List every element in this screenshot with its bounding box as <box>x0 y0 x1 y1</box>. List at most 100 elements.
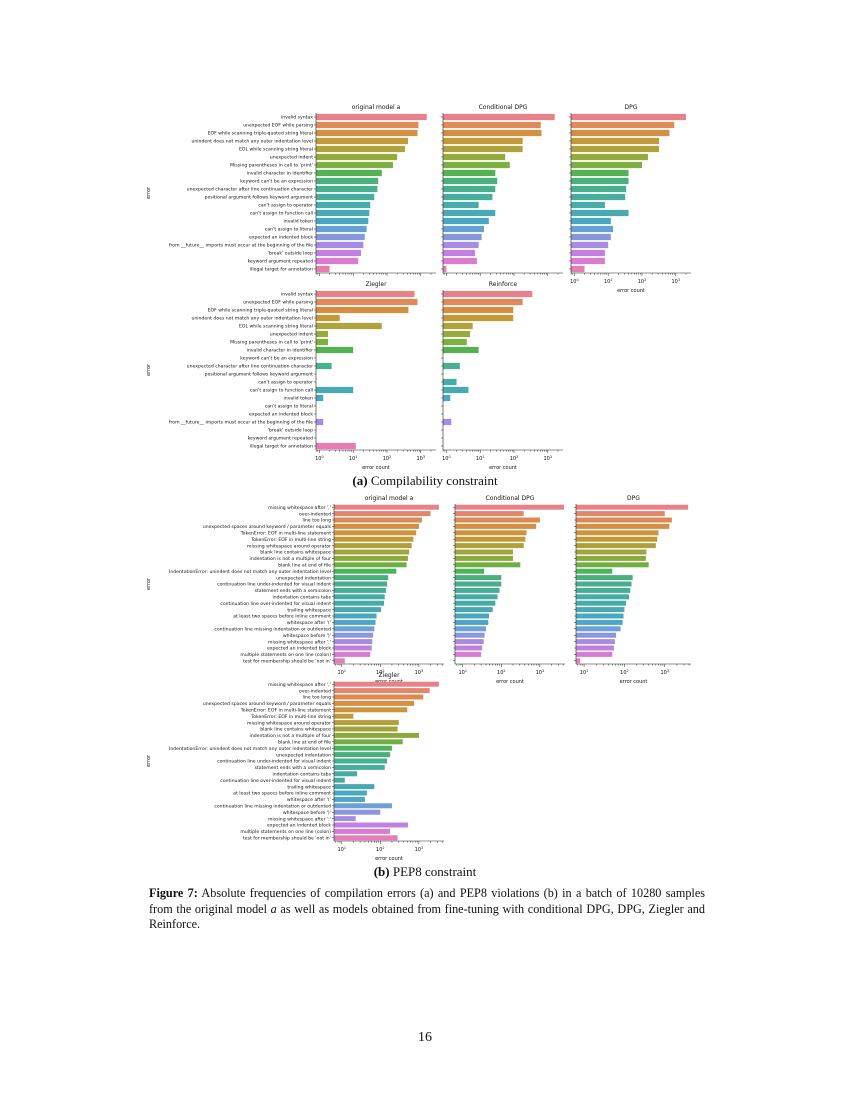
a-category-label: unindent does not match any outer indent… <box>191 316 313 322</box>
b-bar <box>455 619 489 625</box>
a-bar <box>443 169 496 177</box>
a-category-label: unexpected EOF while parsing <box>243 123 313 129</box>
b-category-label: missing whitespace after ':' <box>268 816 331 822</box>
a-category-label: keyword argument repeated <box>248 436 314 442</box>
b-x-tick-label: 102 <box>497 669 506 676</box>
a-category-label: from __future__ imports must occur at th… <box>169 420 313 426</box>
b-x-tick-label: 103 <box>536 669 545 676</box>
a-category-label: EOF while scanning triple-quoted string … <box>208 308 313 314</box>
a-bar <box>571 161 642 169</box>
b-bar <box>455 511 524 517</box>
b-category-label: line too long <box>302 695 331 701</box>
b-category-label: expected an indented block <box>267 823 331 829</box>
b-bar <box>576 523 670 529</box>
b-bar <box>455 632 485 638</box>
a-bar <box>316 290 415 298</box>
a-bar <box>443 418 452 426</box>
a-x-tick-label: 100 <box>442 455 451 462</box>
a-x-tick-exponent: 2 <box>644 278 646 282</box>
a-x-tick-label: 100 <box>315 455 324 462</box>
a-bar <box>443 314 514 322</box>
b-category-label: continuation line under-indented for vis… <box>217 582 331 588</box>
b-x-axis-title: error count <box>620 679 648 685</box>
a-bar <box>571 257 605 265</box>
a-category-label: can't assign to operator <box>258 203 313 209</box>
a-bar <box>316 338 329 346</box>
b-category-label: blank line contains whitespace <box>260 727 331 733</box>
b-bar <box>334 504 439 510</box>
a-category-label: unexpected character after line continua… <box>187 364 313 370</box>
b-bar <box>334 613 377 619</box>
a-x-tick-label: 103 <box>672 278 681 285</box>
b-bar <box>576 536 658 542</box>
b-bar <box>455 613 490 619</box>
a-bar <box>571 201 605 209</box>
b-bar <box>334 739 403 745</box>
b-bar <box>576 639 615 645</box>
a-x-axis-title: error count <box>617 288 645 294</box>
subcaption-b-label: (b) <box>373 864 390 879</box>
a-bar <box>316 249 361 257</box>
b-x-tick-label: 101 <box>458 669 467 676</box>
a-bar <box>316 169 382 177</box>
a-bar <box>571 217 611 225</box>
a-bar <box>443 306 514 314</box>
a-category-label: keyword can't be an expression <box>240 179 313 185</box>
a-category-label: can't assign to literal <box>265 227 313 233</box>
a-bar <box>316 161 393 169</box>
b-bar <box>334 658 345 664</box>
a-panel-3: Ziegler invalid syntax unexpected EOF whil… <box>146 281 436 471</box>
b-category-label: continuation line missing indentation or… <box>214 627 331 633</box>
a-y-axis-title: error <box>146 363 152 376</box>
b-x-tick-exponent: 1 <box>344 846 346 850</box>
a-category-label: unexpected indent <box>270 155 313 161</box>
a-x-tick-label: 102 <box>383 455 392 462</box>
b-category-label: whitespace after '(' <box>287 620 331 626</box>
b-bar <box>576 626 621 632</box>
a-bar <box>443 145 523 153</box>
b-bar <box>455 549 513 555</box>
b-bar <box>334 523 419 529</box>
b-x-tick-label: 102 <box>376 846 385 853</box>
b-category-label: missing whitespace after ',' <box>268 505 331 511</box>
b-category-label: test for membership should be 'not in' <box>243 659 331 665</box>
b-category-label: continuation line over-indented for visu… <box>220 778 331 784</box>
a-category-label: EOF while scanning triple-quoted string … <box>208 131 313 137</box>
a-bar <box>316 265 330 273</box>
b-category-label: at least two spaces before inline commen… <box>233 791 331 797</box>
b-x-tick-exponent: 1 <box>465 669 467 673</box>
a-bar <box>443 153 506 161</box>
b-x-tick-exponent: 3 <box>667 669 669 673</box>
b-bar <box>334 688 430 694</box>
b-bar <box>334 530 417 536</box>
a-bar <box>316 298 418 306</box>
page-number: 16 <box>418 1030 432 1045</box>
b-bar <box>576 517 672 523</box>
a-bar <box>443 330 471 338</box>
a-x-axis-title: error count <box>362 465 390 471</box>
b-y-axis-title: error <box>146 577 152 590</box>
a-panel-title: original model a <box>352 104 401 111</box>
a-bar <box>571 145 660 153</box>
a-category-label: can't assign to operator <box>258 380 313 386</box>
b-bar <box>455 517 540 523</box>
a-panel-1: Conditional DPG <box>441 104 563 276</box>
a-bar <box>571 169 629 177</box>
b-x-tick-exponent: 3 <box>542 669 544 673</box>
a-bar <box>443 346 479 354</box>
b-x-tick-exponent: 2 <box>382 846 384 850</box>
a-category-label: positional argument follows keyword argu… <box>205 372 314 378</box>
a-bar <box>571 113 686 121</box>
subcaption-b-text: PEP8 constraint <box>389 864 477 879</box>
a-x-tick-label: 101 <box>349 455 358 462</box>
b-bar <box>455 523 537 529</box>
a-bar <box>316 241 364 249</box>
b-category-label: over-indented <box>299 688 331 694</box>
b-bar <box>455 555 513 561</box>
b-bar <box>576 645 614 651</box>
a-category-label: positional argument follows keyword argu… <box>205 195 314 201</box>
b-bar <box>576 613 624 619</box>
a-category-label: invalid character in identifier <box>247 348 313 354</box>
